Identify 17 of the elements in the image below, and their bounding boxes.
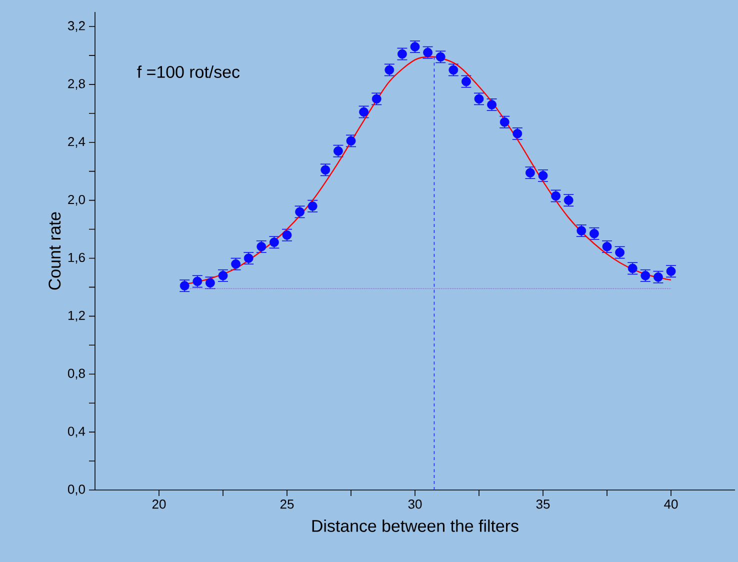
- y-tick-label: 0,8: [68, 368, 85, 380]
- x-tick-label: 20: [152, 500, 166, 509]
- y-tick-label: 2,8: [68, 79, 85, 90]
- y-tick-label: 2,4: [68, 137, 86, 148]
- y-tick-label: 1,2: [68, 310, 85, 322]
- x-axis-title: Distance between the filters: [312, 520, 518, 532]
- x-tick-label: 35: [536, 500, 550, 509]
- annotation: f =100 rot/sec: [137, 66, 240, 78]
- y-tick-label: 2,0: [68, 194, 85, 206]
- x-tick-label: 25: [280, 500, 294, 509]
- x-tick-label: 30: [408, 500, 422, 509]
- x-tick-label: 40: [664, 500, 678, 509]
- y-axis-title: Count rate: [48, 212, 61, 290]
- y-tick-label: 1,6: [68, 252, 85, 264]
- y-tick-label: 3,2: [68, 21, 85, 32]
- y-tick-label: 0,0: [68, 484, 85, 496]
- y-tick-label: 0,4: [68, 426, 86, 438]
